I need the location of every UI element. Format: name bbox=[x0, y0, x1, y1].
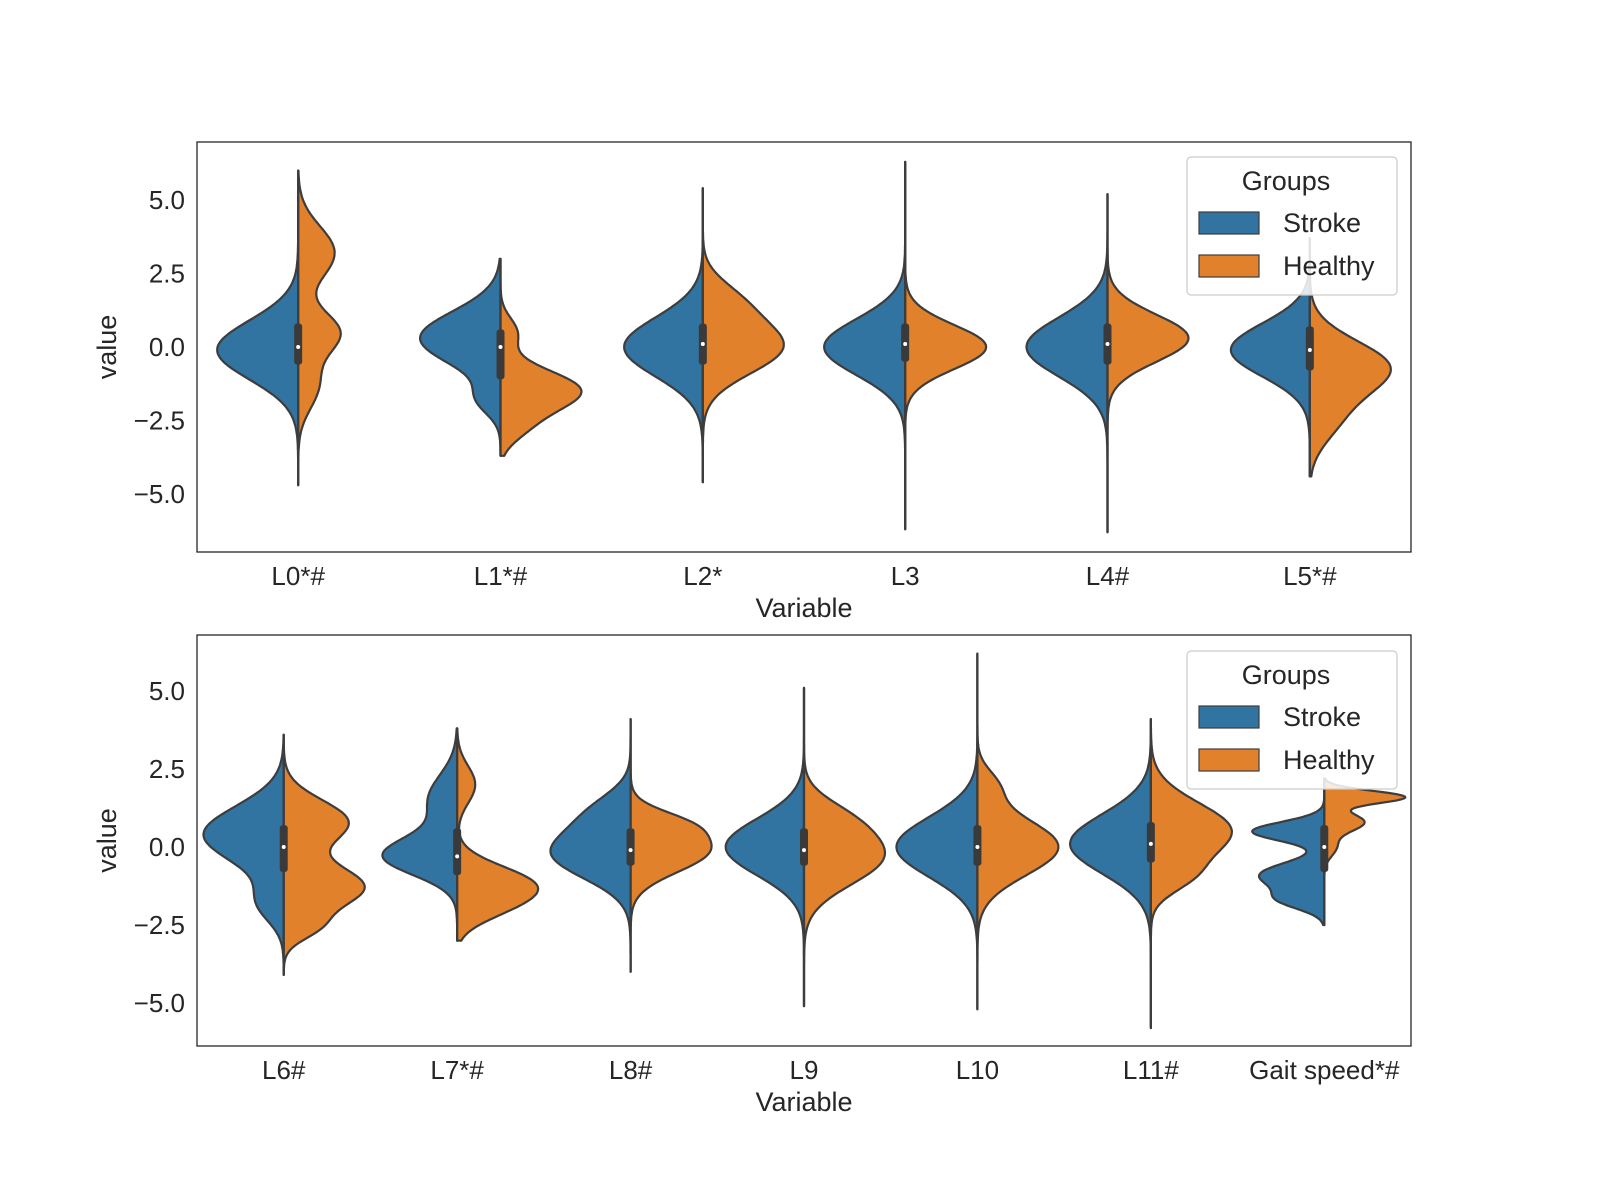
iqr-box-L7*# bbox=[453, 828, 462, 876]
violin-healthy-L4# bbox=[1106, 193, 1190, 534]
median-dot-L9 bbox=[802, 848, 806, 853]
legend: Groups Stroke Healthy bbox=[1186, 156, 1398, 296]
y-axis-title: value bbox=[92, 315, 122, 380]
iqr-box-L8# bbox=[626, 828, 635, 866]
x-tick-label: L0*# bbox=[271, 561, 325, 591]
violin-healthy-L3 bbox=[904, 160, 988, 531]
violin-stroke-L8# bbox=[549, 718, 632, 973]
x-tick-label: L11# bbox=[1123, 1055, 1179, 1085]
y-tick-label: 2.5 bbox=[149, 754, 185, 784]
legend-label-stroke: Stroke bbox=[1283, 702, 1361, 732]
median-dot-L6# bbox=[281, 845, 286, 849]
violin-healthy-L2* bbox=[701, 187, 785, 484]
violin-healthy-L8# bbox=[629, 718, 713, 973]
median-dot-L11# bbox=[1148, 841, 1153, 846]
median-dot-L3 bbox=[903, 342, 908, 347]
y-tick-label: −2.5 bbox=[134, 910, 185, 940]
x-tick-label: L5*# bbox=[1283, 561, 1337, 591]
legend: Groups Stroke Healthy bbox=[1186, 650, 1398, 790]
violin-stroke-L6# bbox=[202, 733, 285, 976]
legend-swatch-healthy bbox=[1198, 254, 1260, 278]
panel-top: 5.0 2.5 0.0 −2.5 −5.0 L0*# L1*# L2* L3 L4# L5*# Var… bbox=[92, 141, 1412, 623]
violin-stroke-L11# bbox=[1069, 718, 1152, 1030]
violin-healthy-Gait speed*# bbox=[1323, 777, 1407, 927]
violin-stroke-Gait speed*# bbox=[1251, 777, 1326, 927]
violin-healthy-L7*# bbox=[456, 727, 540, 942]
legend-title: Groups bbox=[1242, 166, 1331, 196]
iqr-box-L9 bbox=[800, 828, 808, 866]
x-tick-label: L3 bbox=[891, 561, 920, 591]
y-tick-label: 0.0 bbox=[149, 832, 185, 862]
x-tick-label: L4# bbox=[1086, 561, 1130, 591]
legend-label-healthy: Healthy bbox=[1283, 251, 1375, 281]
panel-bottom: 5.0 2.5 0.0 −2.5 −5.0 L6# L7*# L8# L9 L10 L11# Gait… bbox=[92, 634, 1412, 1117]
iqr-box-L1*# bbox=[496, 329, 505, 380]
median-dot-L7*# bbox=[455, 854, 460, 859]
legend-swatch-stroke bbox=[1198, 211, 1260, 235]
x-tick-label: L8# bbox=[609, 1055, 653, 1085]
violin-stroke-L7*# bbox=[381, 727, 459, 942]
median-dot-L8# bbox=[628, 848, 633, 853]
legend-label-stroke: Stroke bbox=[1283, 208, 1361, 238]
violin-stroke-L3 bbox=[823, 160, 907, 531]
violin-stroke-L4# bbox=[1025, 193, 1109, 534]
legend-swatch-healthy bbox=[1198, 748, 1260, 772]
violin-healthy-L9 bbox=[802, 686, 887, 1008]
median-dot-L10 bbox=[975, 845, 980, 849]
x-tick-label: L7*# bbox=[430, 1055, 484, 1085]
y-tick-label: 0.0 bbox=[149, 332, 185, 362]
iqr-box-L0*# bbox=[294, 323, 303, 365]
violins bbox=[216, 160, 1392, 534]
y-tick-label: −5.0 bbox=[134, 479, 185, 509]
x-tick-label: L1*# bbox=[474, 561, 528, 591]
violin-stroke-L2* bbox=[623, 187, 704, 484]
x-tick-label: L6# bbox=[262, 1055, 306, 1085]
median-dot-L1*# bbox=[498, 345, 503, 349]
plot-frame bbox=[196, 634, 1412, 1047]
y-axis-title: value bbox=[92, 808, 122, 873]
violins bbox=[202, 652, 1407, 1030]
violin-stroke-L0*# bbox=[216, 169, 300, 487]
y-tick-label: 5.0 bbox=[149, 676, 185, 706]
legend-swatch-stroke bbox=[1198, 705, 1260, 729]
legend-label-healthy: Healthy bbox=[1283, 745, 1375, 775]
violin-healthy-L10 bbox=[976, 652, 1060, 1011]
violin-healthy-L6# bbox=[282, 733, 366, 976]
plot-frame bbox=[196, 141, 1412, 553]
x-tick-label: Gait speed*# bbox=[1249, 1055, 1400, 1085]
y-tick-label: −5.0 bbox=[134, 988, 185, 1018]
x-axis-title: Variable bbox=[755, 1087, 852, 1117]
median-dot-L0*# bbox=[296, 345, 301, 349]
median-dot-L5*# bbox=[1307, 347, 1312, 352]
y-tick-label: −2.5 bbox=[134, 406, 185, 436]
x-tick-label: L2* bbox=[683, 561, 722, 591]
x-axis-title: Variable bbox=[755, 593, 852, 623]
legend-title: Groups bbox=[1242, 660, 1331, 690]
median-dot-Gait speed*# bbox=[1322, 845, 1327, 849]
y-tick-label: 5.0 bbox=[149, 185, 185, 215]
x-tick-label: L9 bbox=[790, 1055, 819, 1085]
x-tick-label: L10 bbox=[956, 1055, 999, 1085]
median-dot-L4# bbox=[1105, 342, 1110, 347]
violin-healthy-L0*# bbox=[297, 169, 342, 487]
violin-stroke-L9 bbox=[724, 686, 806, 1008]
median-dot-L2* bbox=[700, 342, 705, 347]
y-tick-label: 2.5 bbox=[149, 259, 185, 289]
violin-stroke-L10 bbox=[895, 652, 979, 1011]
violin-healthy-L1*# bbox=[499, 257, 583, 457]
violin-stroke-L1*# bbox=[419, 257, 502, 457]
